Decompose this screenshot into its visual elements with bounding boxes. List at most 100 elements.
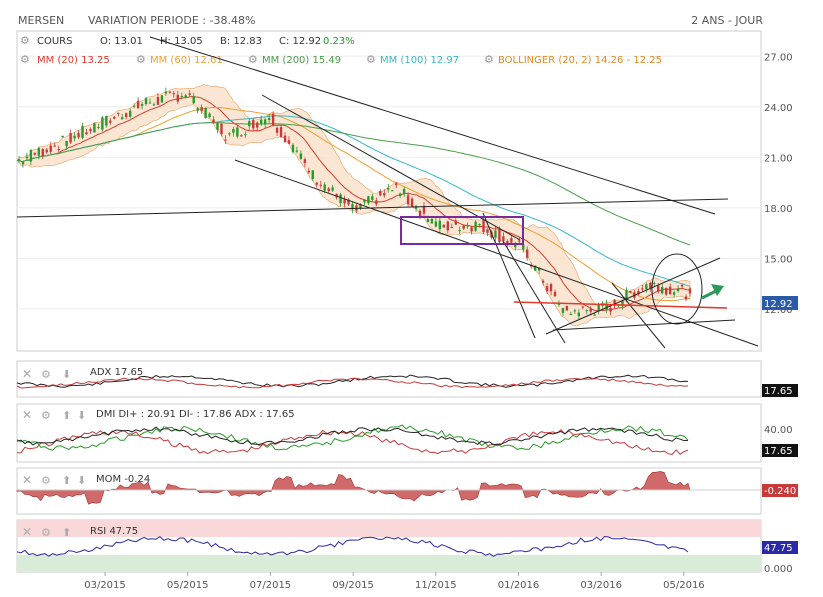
gear-icon[interactable]: ⚙ [248, 53, 258, 66]
overlay-mm20-name: MM (20) [37, 55, 78, 66]
candle-body [152, 104, 156, 106]
candle-body [331, 187, 334, 191]
candle-body [121, 117, 124, 120]
price-tick-label: 12.00 [764, 305, 793, 316]
candle-body [585, 310, 588, 312]
candle-body [252, 120, 255, 129]
candle-body [208, 113, 211, 118]
candle-body [53, 145, 56, 147]
adx-label: ADX 17.65 [90, 367, 143, 378]
close-icon[interactable]: ✕ [22, 408, 32, 422]
candle-body [573, 310, 577, 312]
candle-body [148, 102, 152, 104]
candle-body [434, 221, 438, 227]
trendlines [16, 36, 759, 349]
adx-black-line [16, 374, 689, 388]
overlay-mm20[interactable]: MM (20) 13.25 [37, 55, 110, 66]
gear-icon[interactable]: ⚙ [366, 53, 376, 66]
support-line-red [513, 301, 728, 309]
candle-body [458, 230, 461, 232]
candle-body [212, 119, 215, 124]
candle-body [387, 187, 390, 190]
candle-body [299, 153, 303, 159]
candle-body [653, 282, 656, 284]
trendline-rising-a [545, 257, 721, 335]
candle-body [514, 242, 517, 248]
candle-body [279, 127, 283, 138]
candle-body [172, 93, 176, 95]
close-icon[interactable]: ✕ [22, 525, 32, 539]
candle-body [672, 292, 676, 295]
move-down-icon[interactable]: ⬇ [77, 409, 86, 422]
candle-body [680, 284, 684, 287]
overlay-mm60[interactable]: MM (60) 12.61 [150, 55, 223, 66]
candle-body [303, 159, 307, 164]
gear-icon[interactable]: ⚙ [41, 409, 51, 422]
period-label[interactable]: 2 ANS - JOUR [691, 14, 763, 27]
x-tick-label: 03/2015 [84, 580, 126, 591]
dmi-lines [16, 424, 689, 455]
candle-body [124, 113, 128, 118]
rsi-panel-controls: ✕ ⚙ ⬆ RSI 47.75 [22, 525, 138, 539]
candle-body [287, 140, 291, 144]
candle-body [438, 220, 442, 229]
gear-icon[interactable]: ⚙ [136, 53, 146, 66]
candle-body [474, 221, 477, 231]
overlay-mm200[interactable]: MM (200) 15.49 [262, 55, 341, 66]
gear-icon[interactable]: ⚙ [41, 474, 51, 487]
overlay-bollinger-value: 14.26 - 12.25 [595, 55, 662, 66]
move-up-icon[interactable]: ⬆ [62, 409, 71, 422]
candle-body [248, 121, 251, 127]
gear-icon[interactable]: ⚙ [484, 53, 494, 66]
candle-body [426, 218, 430, 222]
overlay-mm100-name: MM (100) [380, 55, 427, 66]
ma200-line [16, 122, 691, 246]
candle-body [65, 140, 68, 147]
candle-body [557, 303, 561, 305]
price-tick-label: 27.00 [764, 52, 793, 63]
candle-body [77, 133, 80, 138]
move-up-icon[interactable]: ⬆ [62, 526, 71, 539]
price-tick-label: 24.00 [764, 103, 793, 114]
candle-body [347, 199, 350, 205]
candle-body [581, 306, 584, 308]
price-badge [762, 296, 798, 310]
candle-body [41, 149, 45, 157]
gear-icon[interactable]: ⚙ [20, 34, 30, 47]
candle-body [89, 129, 92, 132]
candle-body [275, 127, 279, 133]
gear-icon[interactable]: ⚙ [41, 526, 51, 539]
ohlc-low: B: 12.83 [220, 36, 262, 47]
overlay-bollinger[interactable]: BOLLINGER (20, 2) 14.26 - 12.25 [498, 55, 662, 66]
gear-icon[interactable]: ⚙ [20, 53, 30, 66]
close-icon[interactable]: ✕ [22, 367, 32, 381]
variation-label: VARIATION PERIODE : -38.48% [88, 14, 255, 27]
candle-body [553, 291, 557, 297]
candle-body [263, 119, 267, 125]
overlay-mm100[interactable]: MM (100) 12.97 [380, 55, 459, 66]
candle-body [109, 120, 112, 123]
trendline-mid [261, 94, 521, 241]
candle-body [49, 145, 52, 152]
adx-badge-text: 17.65 [764, 386, 793, 397]
dmi-badge [762, 444, 798, 457]
move-down-icon[interactable]: ⬇ [77, 474, 86, 487]
move-up-icon[interactable]: ⬆ [62, 474, 71, 487]
price-tick-label: 18.00 [764, 204, 793, 215]
price-badge-text: 12.92 [764, 299, 793, 310]
dmi-minus-line [16, 428, 689, 455]
candle-body [597, 303, 600, 312]
rsi-series [16, 535, 689, 557]
candle-body [545, 286, 549, 292]
gear-icon[interactable]: ⚙ [41, 368, 51, 381]
close-icon[interactable]: ✕ [22, 473, 32, 487]
candle-body [410, 198, 414, 208]
candle-body [605, 303, 608, 310]
candle-body [244, 134, 247, 136]
candle-body [57, 149, 60, 151]
candle-body [267, 118, 271, 121]
candle-body [291, 144, 295, 153]
move-down-icon[interactable]: ⬇ [62, 368, 71, 381]
overlay-mm60-value: 12.61 [194, 55, 223, 66]
price-tick-label: 21.00 [764, 153, 793, 164]
